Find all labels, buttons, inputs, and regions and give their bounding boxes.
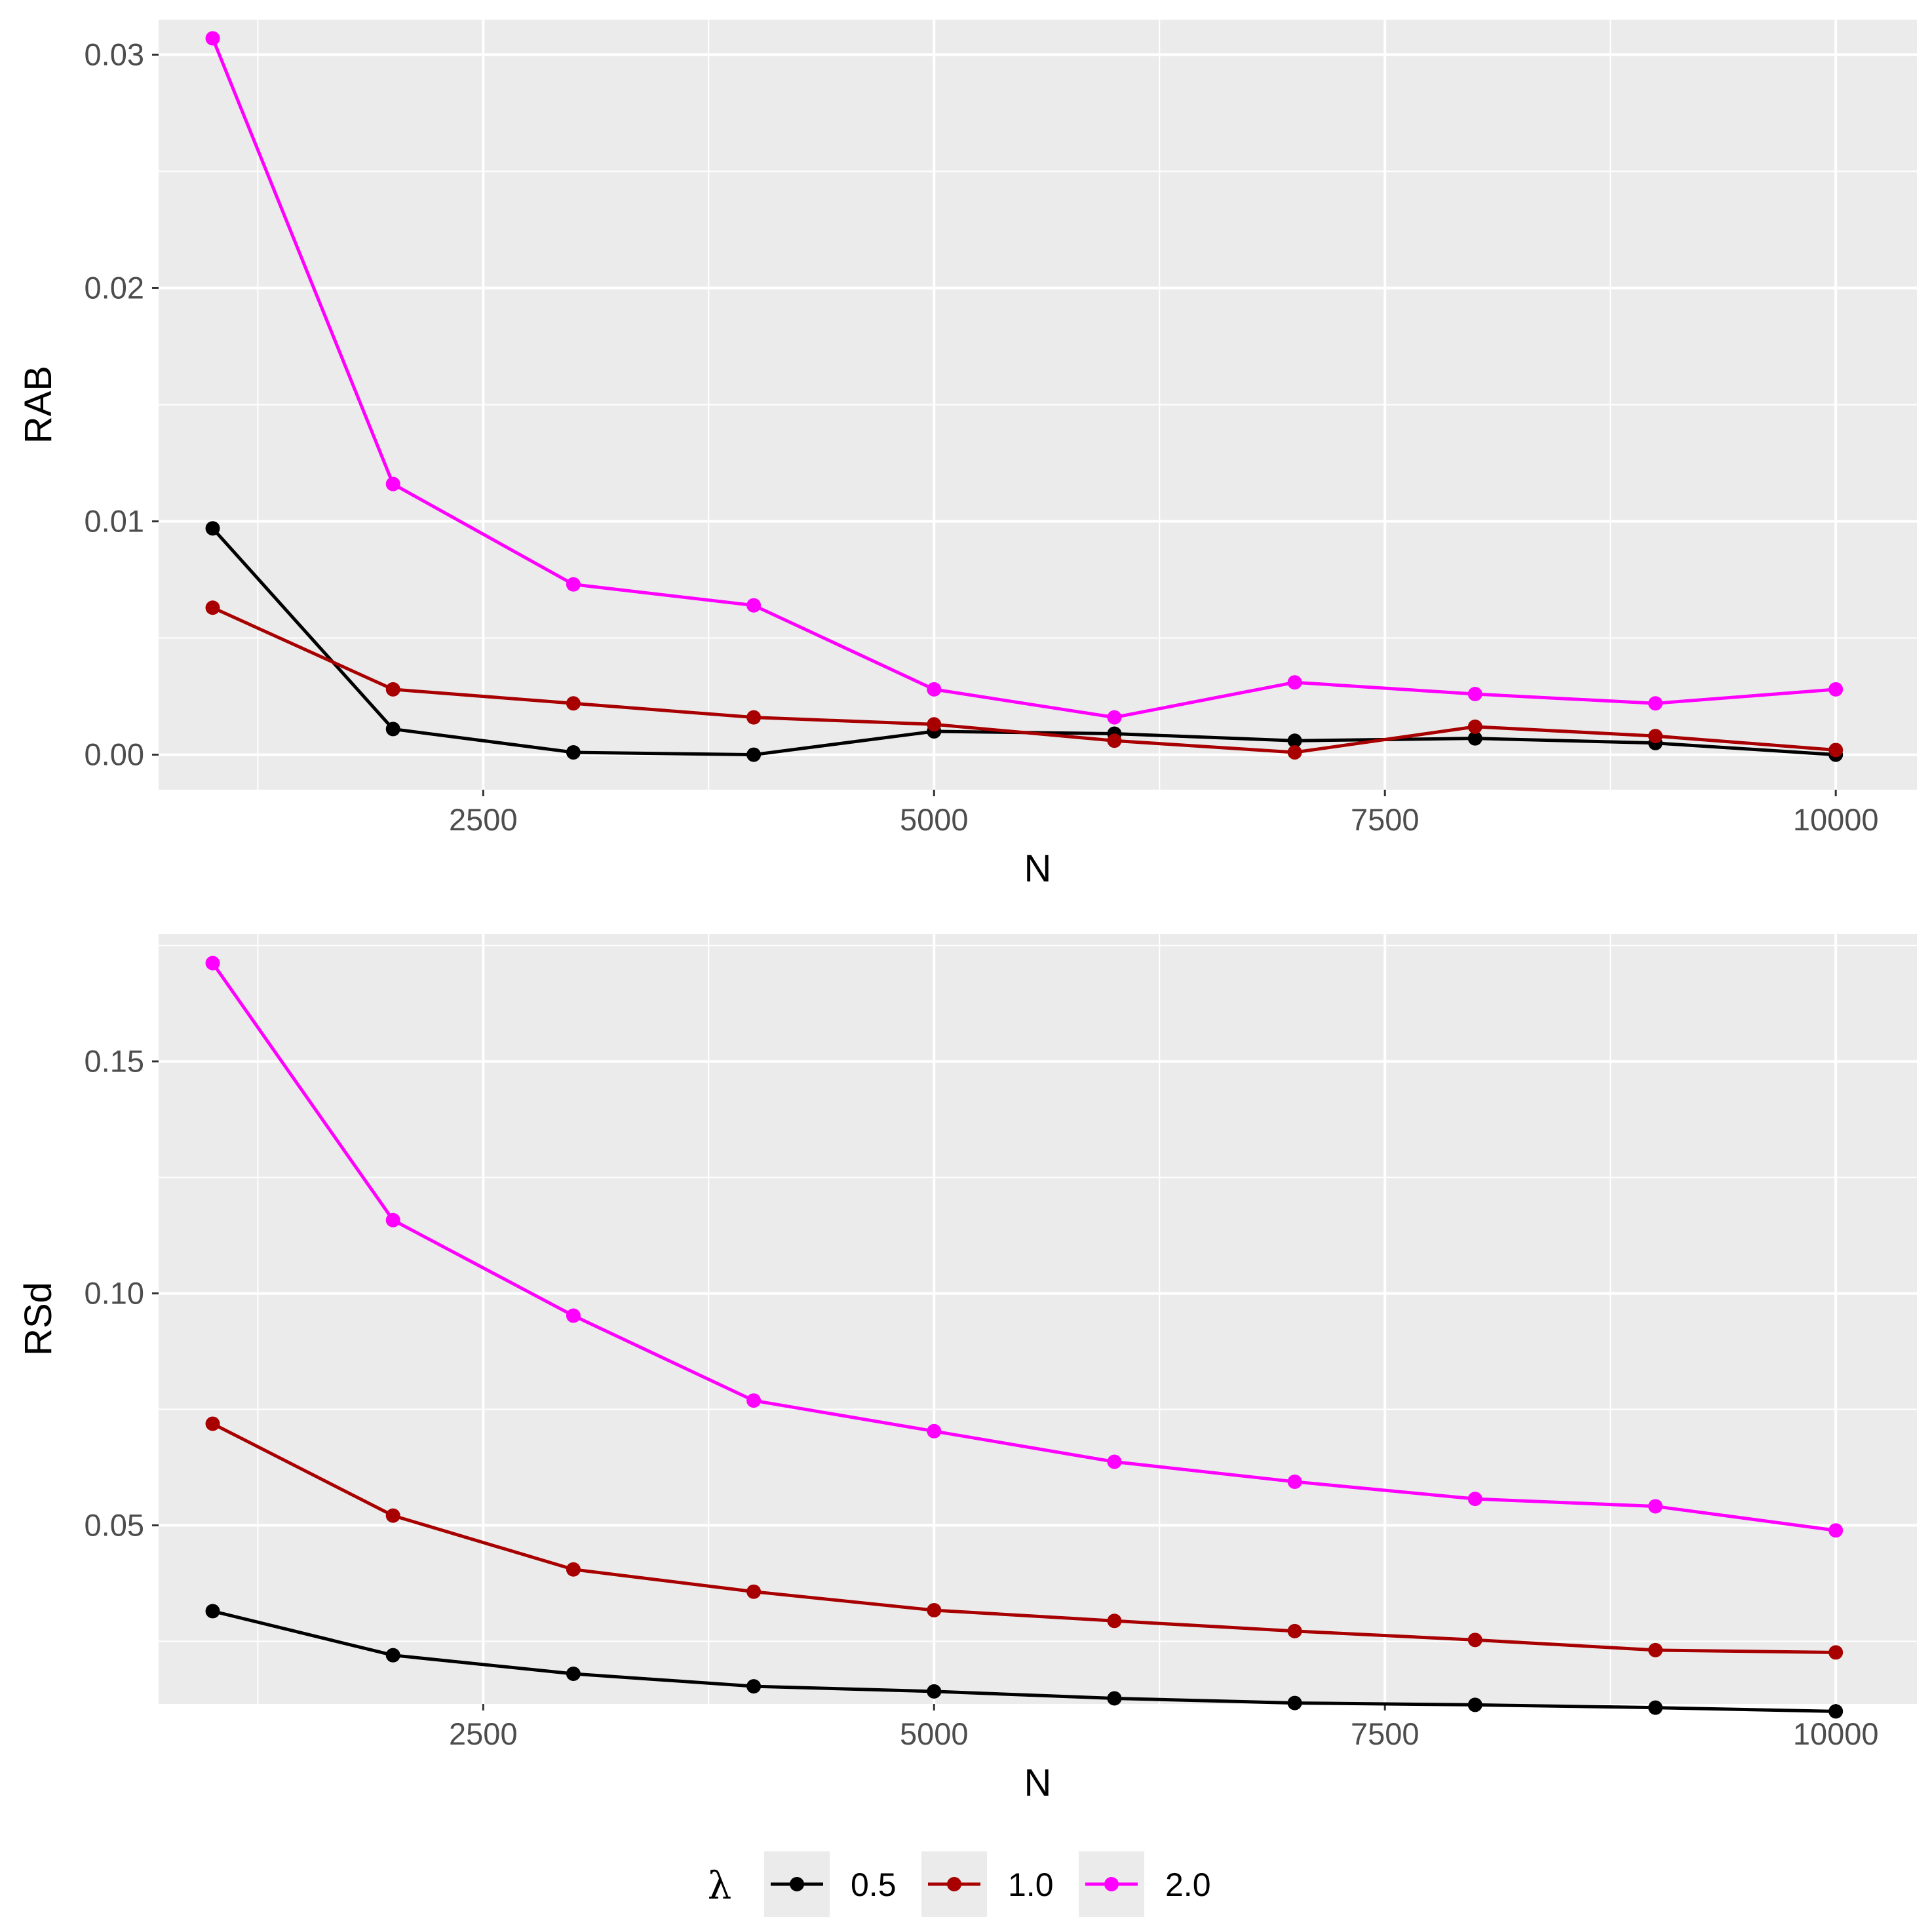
data-point-rsd-0-5	[1107, 1691, 1122, 1706]
legend-item-1-0: 1.0	[921, 1851, 1054, 1917]
data-point-rsd-0-5	[1287, 1695, 1302, 1710]
data-point-rab-1-0	[205, 600, 220, 615]
y-tick-label: 0.02	[85, 270, 144, 305]
plot-panel	[159, 934, 1917, 1704]
data-point-rab-1-0	[1287, 745, 1302, 760]
data-point-rsd-2-0	[566, 1308, 581, 1323]
data-point-rab-2-0	[1287, 675, 1302, 690]
data-point-rsd-0-5	[1648, 1700, 1663, 1715]
data-point-rsd-1-0	[1467, 1633, 1482, 1648]
series-line-1-0	[212, 1422, 1836, 1654]
data-point-rab-1-0	[385, 682, 400, 697]
legend-label: 0.5	[851, 1866, 897, 1903]
x-tick-label: 10000	[1793, 1716, 1879, 1751]
series-line-1-0	[212, 606, 1836, 754]
x-tick-label: 7500	[1351, 802, 1420, 837]
legend-key-point	[790, 1877, 804, 1891]
data-point-rab-0-5	[1287, 733, 1302, 748]
x-tick-label: 2500	[449, 1716, 518, 1751]
data-point-rsd-1-0	[927, 1603, 942, 1618]
x-axis-title: N	[1024, 847, 1052, 890]
plot-rsd: 2500 5000 7500 10000 0.05 0.10 0.15 N RSd	[17, 934, 1917, 1804]
data-point-rsd-0-5	[205, 1604, 220, 1619]
y-tick-label: 0.00	[85, 737, 144, 772]
data-point-rsd-0-5	[385, 1648, 400, 1663]
data-point-rsd-0-5	[746, 1679, 762, 1694]
data-point-rsd-2-0	[205, 956, 220, 971]
data-point-rab-2-0	[1107, 710, 1122, 725]
data-point-rsd-2-0	[385, 1212, 400, 1227]
y-tick-label: 0.05	[85, 1507, 144, 1542]
y-tick-label: 0.10	[85, 1276, 144, 1311]
y-axis-title: RAB	[17, 366, 60, 444]
x-tick-label: 7500	[1351, 1716, 1420, 1751]
data-point-rab-1-0	[1467, 719, 1482, 734]
data-point-rab-2-0	[1828, 682, 1844, 697]
data-point-rsd-1-0	[1828, 1645, 1844, 1660]
data-point-rab-2-0	[927, 682, 942, 697]
data-point-rsd-2-0	[1287, 1474, 1302, 1489]
data-point-rsd-2-0	[1828, 1523, 1844, 1538]
plot-rab: 2500 5000 7500 10000 0.00 0.01 0.02 0.03 N RAB	[17, 20, 1917, 890]
data-point-rsd-1-0	[746, 1584, 762, 1599]
data-point-rab-2-0	[1648, 696, 1663, 711]
data-point-rab-2-0	[566, 577, 581, 592]
y-tick-label: 0.03	[85, 37, 144, 71]
series-line-2-0	[211, 962, 1836, 1532]
data-point-rab-2-0	[205, 31, 220, 46]
data-point-rab-2-0	[1467, 687, 1482, 702]
data-point-rab-0-5	[746, 747, 762, 762]
data-point-rab-0-5	[385, 722, 400, 737]
y-tick-label: 0.01	[85, 504, 144, 539]
data-point-rab-1-0	[566, 696, 581, 711]
legend-key-point	[947, 1877, 961, 1891]
y-axis-title: RSd	[17, 1282, 60, 1356]
data-point-rsd-0-5	[927, 1684, 942, 1699]
data-point-rab-2-0	[385, 476, 400, 492]
data-point-rsd-0-5	[1828, 1704, 1844, 1719]
legend-key-point	[1104, 1877, 1119, 1891]
data-point-rab-1-0	[1107, 733, 1122, 748]
data-point-rsd-2-0	[746, 1393, 762, 1408]
data-point-rsd-1-0	[566, 1562, 581, 1577]
data-point-rsd-2-0	[927, 1423, 942, 1439]
x-tick-label: 2500	[449, 802, 518, 837]
data-point-rsd-1-0	[385, 1508, 400, 1523]
data-point-rab-1-0	[927, 717, 942, 732]
series-line-0-5	[212, 1610, 1836, 1713]
data-point-rsd-1-0	[1107, 1613, 1122, 1629]
data-point-rab-0-5	[1467, 731, 1482, 746]
legend-label: 1.0	[1008, 1866, 1054, 1903]
data-point-rab-1-0	[1648, 729, 1663, 744]
x-tick-label: 10000	[1793, 802, 1879, 837]
data-point-rsd-0-5	[1467, 1697, 1482, 1712]
x-tick-label: 5000	[900, 1716, 969, 1751]
data-point-rsd-2-0	[1648, 1499, 1663, 1514]
data-point-rab-0-5	[205, 521, 220, 536]
x-axis-title: N	[1024, 1762, 1052, 1804]
legend-item-2-0: 2.0	[1079, 1851, 1211, 1917]
legend-label: 2.0	[1165, 1866, 1211, 1903]
legend: λ 0.5 1.0 2.0	[708, 1851, 1211, 1917]
data-point-rsd-0-5	[566, 1666, 581, 1681]
data-point-rab-0-5	[566, 745, 581, 760]
data-point-rab-1-0	[746, 710, 762, 725]
data-point-rsd-1-0	[1287, 1623, 1302, 1638]
data-point-rab-1-0	[1828, 743, 1844, 758]
data-point-rab-2-0	[746, 598, 762, 613]
data-point-rsd-2-0	[1467, 1492, 1482, 1507]
legend-item-0-5: 0.5	[764, 1851, 897, 1917]
data-point-rsd-1-0	[205, 1416, 220, 1431]
series-line-2-0	[211, 37, 1836, 720]
y-tick-label: 0.15	[85, 1044, 144, 1079]
data-point-rsd-2-0	[1107, 1454, 1122, 1469]
data-point-rsd-1-0	[1648, 1642, 1663, 1657]
x-tick-label: 5000	[900, 802, 969, 837]
legend-title: λ	[708, 1863, 732, 1908]
